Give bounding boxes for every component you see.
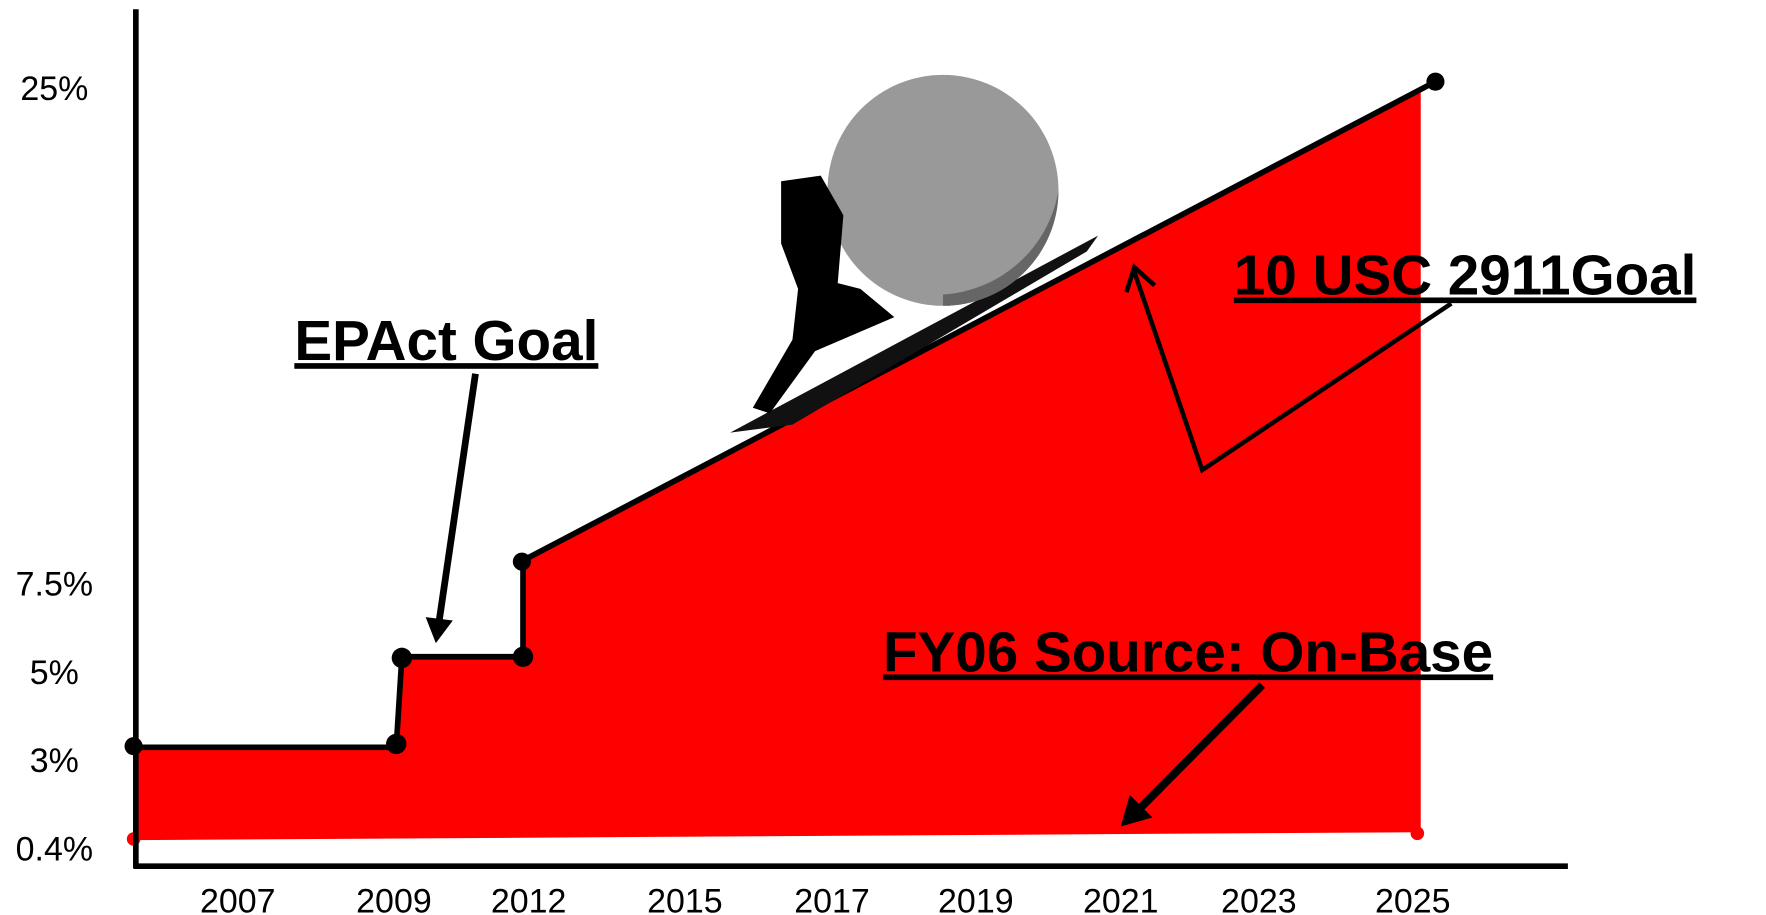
x-tick-label: 2015: [647, 883, 723, 915]
red-area: [136, 91, 1421, 840]
annotation: 10 USC 2911Goal: [1234, 243, 1696, 306]
annotation: FY06 Source: On-Base: [883, 620, 1493, 683]
page: EPAct Goal 10 USC 2911Goal FY06 Source: …: [0, 0, 1766, 915]
y-tick-label: 7.5%: [16, 566, 93, 604]
y-tick-label: 0.4%: [16, 831, 93, 869]
x-tick-label: 2023: [1221, 883, 1297, 915]
x-tick-label: 2012: [491, 883, 567, 915]
y-tick-label: 5%: [30, 654, 79, 692]
y-tick-label: 3%: [30, 742, 79, 780]
x-tick-label: 2019: [938, 883, 1014, 915]
y-tick-label: 25%: [20, 70, 88, 108]
x-tick-label: 2021: [1083, 883, 1159, 915]
x-tick-label: 2025: [1375, 883, 1451, 915]
annotation: EPAct Goal: [294, 309, 598, 372]
arrow: [439, 374, 475, 621]
diagram: EPAct Goal 10 USC 2911Goal FY06 Source: …: [0, 0, 1766, 915]
x-tick-label: 2017: [794, 883, 870, 915]
red-dot: [1411, 827, 1425, 841]
arrow-head: [426, 617, 453, 643]
x-tick-label: 2007: [200, 883, 276, 915]
x-tick-label: 2009: [356, 883, 432, 915]
